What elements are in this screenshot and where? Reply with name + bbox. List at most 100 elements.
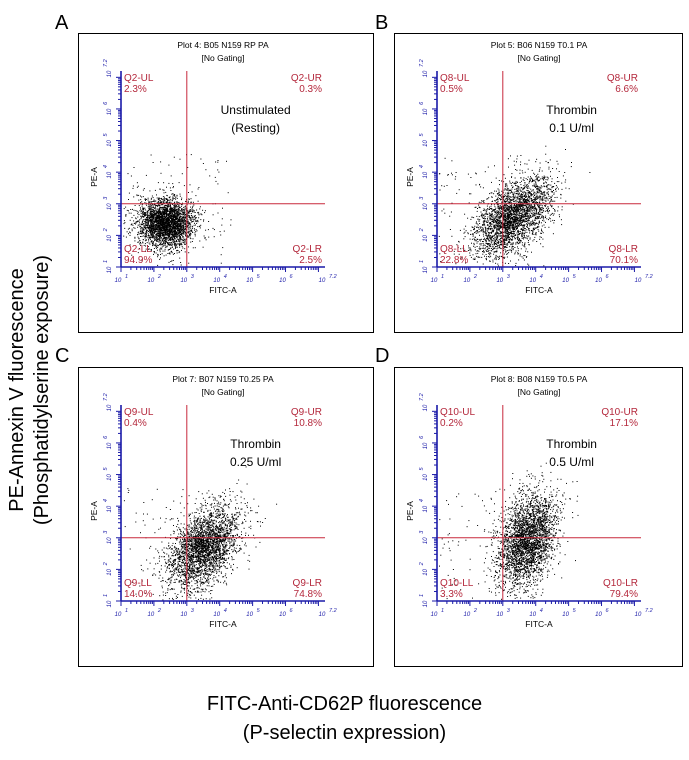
data-point <box>155 206 157 208</box>
data-point <box>507 196 509 197</box>
data-point <box>159 225 160 226</box>
data-point <box>184 244 186 245</box>
data-point <box>497 206 499 208</box>
data-point <box>176 216 178 218</box>
data-point <box>146 224 148 226</box>
data-point <box>155 228 157 230</box>
x-tick-label-base: 10 <box>246 278 253 284</box>
data-point <box>168 222 170 224</box>
data-point <box>153 199 155 201</box>
data-point <box>507 207 509 209</box>
data-point <box>127 173 129 175</box>
data-point <box>157 232 159 234</box>
data-point <box>497 244 499 246</box>
data-point <box>537 202 539 203</box>
data-point <box>517 197 519 199</box>
data-point <box>162 234 163 236</box>
data-point <box>540 236 542 238</box>
data-point <box>165 207 167 209</box>
x-tick-label-base: 10 <box>319 278 326 284</box>
data-point <box>181 216 183 218</box>
data-point <box>514 214 516 216</box>
data-point <box>173 227 175 229</box>
data-point <box>504 237 506 239</box>
data-point <box>195 220 197 222</box>
data-point <box>157 253 159 255</box>
data-point <box>547 193 549 195</box>
data-point <box>499 206 501 208</box>
data-point <box>183 219 185 221</box>
data-point <box>479 243 481 245</box>
data-point <box>161 230 163 232</box>
data-point <box>533 172 535 174</box>
data-point <box>516 205 518 207</box>
data-point <box>508 211 510 213</box>
data-point <box>148 202 150 204</box>
data-point <box>169 226 171 228</box>
data-point <box>153 203 155 205</box>
data-point <box>170 244 172 246</box>
data-point <box>517 246 518 248</box>
data-point <box>524 186 526 188</box>
data-point <box>162 207 164 209</box>
data-point <box>485 227 487 229</box>
data-point <box>514 253 516 255</box>
data-point <box>230 224 232 226</box>
data-point <box>160 248 162 250</box>
data-point <box>489 217 491 219</box>
data-point <box>185 225 187 227</box>
data-point <box>143 214 145 216</box>
data-point <box>128 227 130 229</box>
data-point <box>532 208 534 210</box>
data-point <box>503 198 504 200</box>
data-point <box>154 244 156 246</box>
data-point <box>145 220 147 221</box>
data-point <box>176 228 178 230</box>
data-point <box>541 170 543 172</box>
data-point <box>136 210 138 212</box>
data-point <box>485 246 487 248</box>
data-point <box>182 236 184 238</box>
data-point <box>176 246 178 248</box>
data-point <box>527 200 529 201</box>
data-point <box>159 221 161 223</box>
data-point <box>160 213 162 215</box>
data-point <box>487 198 489 200</box>
data-point <box>460 258 462 260</box>
y-axis-label: PE-A <box>89 167 99 187</box>
plot-title: Plot 5: B06 N159 T0.1 PA <box>491 40 588 50</box>
data-point <box>179 232 181 234</box>
data-point <box>571 162 572 163</box>
data-point <box>152 214 154 216</box>
data-point <box>179 230 181 231</box>
data-point <box>516 185 518 187</box>
data-point <box>171 227 173 229</box>
data-point <box>143 213 145 215</box>
data-point <box>163 206 165 208</box>
data-point <box>489 260 491 262</box>
data-point <box>150 249 152 251</box>
data-point <box>144 222 146 224</box>
data-point <box>155 231 157 233</box>
data-point <box>501 211 503 213</box>
data-point <box>161 248 163 250</box>
data-point <box>126 231 128 233</box>
data-point <box>176 208 178 210</box>
data-point <box>487 247 489 249</box>
data-point <box>455 172 457 173</box>
data-point <box>498 207 500 209</box>
data-point <box>500 220 502 222</box>
data-point <box>173 236 175 238</box>
data-point <box>173 230 175 232</box>
data-point <box>522 219 524 221</box>
data-point <box>203 219 205 221</box>
data-point <box>535 201 537 203</box>
data-point <box>162 214 164 216</box>
data-point <box>149 230 151 232</box>
data-point <box>190 201 192 203</box>
data-point <box>486 205 488 207</box>
data-point <box>180 205 182 207</box>
data-point <box>170 234 172 235</box>
data-point <box>150 223 152 225</box>
data-point <box>494 237 496 239</box>
